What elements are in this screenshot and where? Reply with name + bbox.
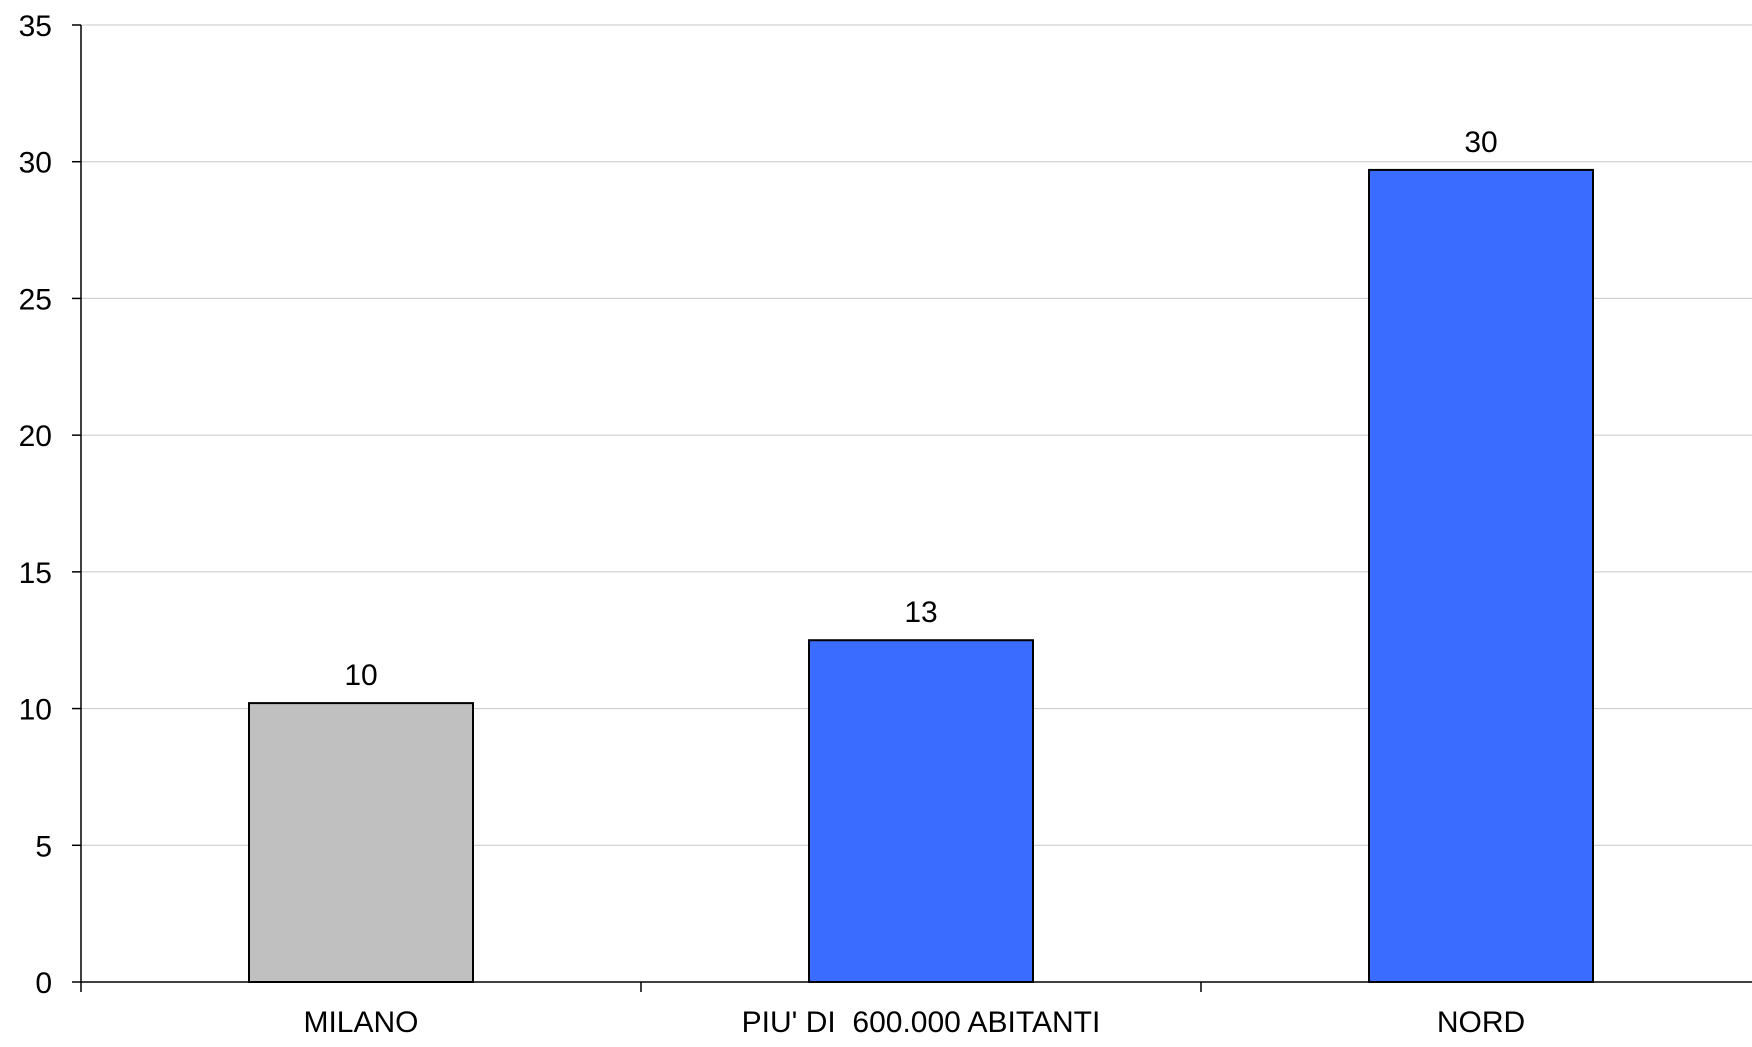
bar-piu-di-600-000-abitanti (808, 639, 1034, 983)
bar-nord (1368, 168, 1594, 984)
data-label: 13 (904, 596, 937, 629)
bar-milano (248, 702, 474, 983)
y-tick-label: 5 (35, 830, 52, 863)
x-category-label: NORD (1437, 1006, 1525, 1039)
axes (72, 24, 1752, 992)
y-tick-label: 25 (19, 283, 52, 316)
y-tick-label: 20 (19, 420, 52, 453)
x-category-label: MILANO (303, 1006, 418, 1039)
data-label: 30 (1464, 126, 1497, 159)
y-tick-label: 10 (19, 694, 52, 727)
x-category-label: PIU' DI 600.000 ABITANTI (742, 1006, 1101, 1039)
y-tick-label: 0 (35, 967, 52, 1000)
data-label: 10 (344, 659, 377, 692)
y-tick-label: 15 (19, 557, 52, 590)
y-tick-label: 35 (19, 10, 52, 43)
bars (248, 168, 1594, 984)
labels: 0 5 10 15 20 25 30 35 10 MILANO 13 PIU' DI 600.000 … (19, 10, 1526, 1039)
y-tick-label: 30 (19, 147, 52, 180)
